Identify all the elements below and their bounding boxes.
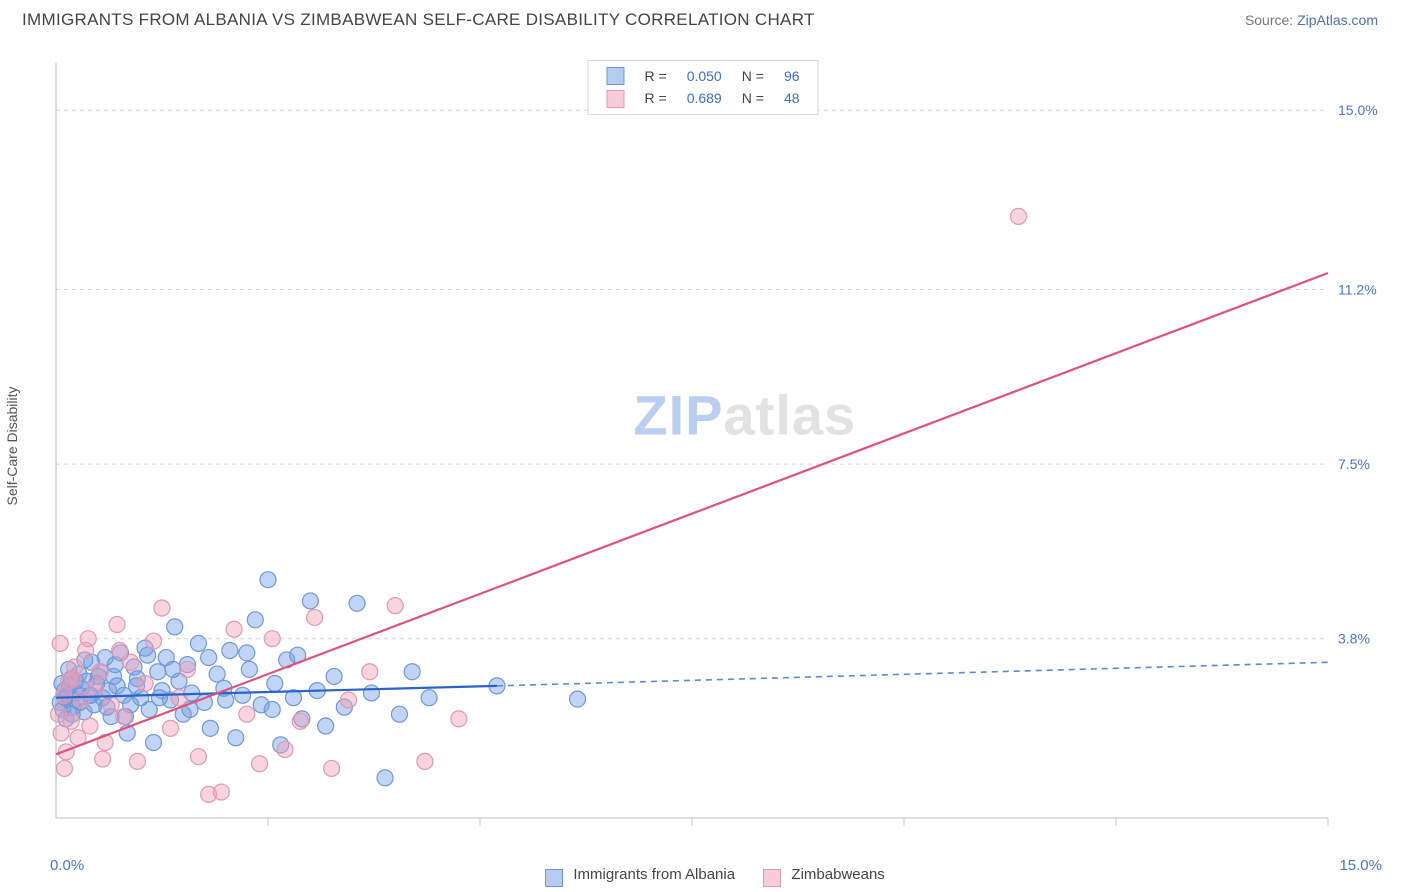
scatter-chart: 3.8% 7.5% 11.2% 15.0% ZIPatlas: [48, 55, 1388, 846]
chart-area: 3.8% 7.5% 11.2% 15.0% ZIPatlas: [48, 55, 1388, 846]
svg-text:3.8%: 3.8%: [1338, 631, 1370, 647]
y-axis-label: Self-Care Disability: [4, 386, 20, 505]
blue-swatch-icon: [606, 67, 624, 85]
n-value-blue: 96: [774, 65, 810, 87]
svg-text:7.5%: 7.5%: [1338, 456, 1370, 472]
x-max-label: 15.0%: [1339, 857, 1382, 874]
r-value-blue: 0.050: [677, 65, 732, 87]
correlation-legend: R = 0.050 N = 96 R = 0.689 N = 48: [587, 60, 818, 115]
svg-text:ZIPatlas: ZIPatlas: [633, 384, 856, 447]
chart-title: IMMIGRANTS FROM ALBANIA VS ZIMBABWEAN SE…: [22, 10, 815, 30]
pink-swatch-icon: [763, 869, 781, 887]
legend-row-blue: R = 0.050 N = 96: [596, 65, 809, 87]
legend-label-pink: Zimbabweans: [791, 866, 884, 883]
svg-text:15.0%: 15.0%: [1338, 102, 1378, 118]
series-legend: Immigrants from Albania Zimbabweans: [0, 866, 1406, 884]
legend-label-blue: Immigrants from Albania: [573, 866, 735, 883]
n-value-pink: 48: [774, 87, 810, 109]
legend-row-pink: R = 0.689 N = 48: [596, 87, 809, 109]
blue-swatch-icon: [545, 869, 563, 887]
svg-text:11.2%: 11.2%: [1338, 282, 1377, 298]
r-value-pink: 0.689: [677, 87, 732, 109]
source-label: Source: ZipAtlas.com: [1245, 12, 1378, 28]
x-min-label: 0.0%: [50, 857, 84, 874]
pink-swatch-icon: [606, 90, 624, 108]
source-link[interactable]: ZipAtlas.com: [1297, 12, 1378, 28]
